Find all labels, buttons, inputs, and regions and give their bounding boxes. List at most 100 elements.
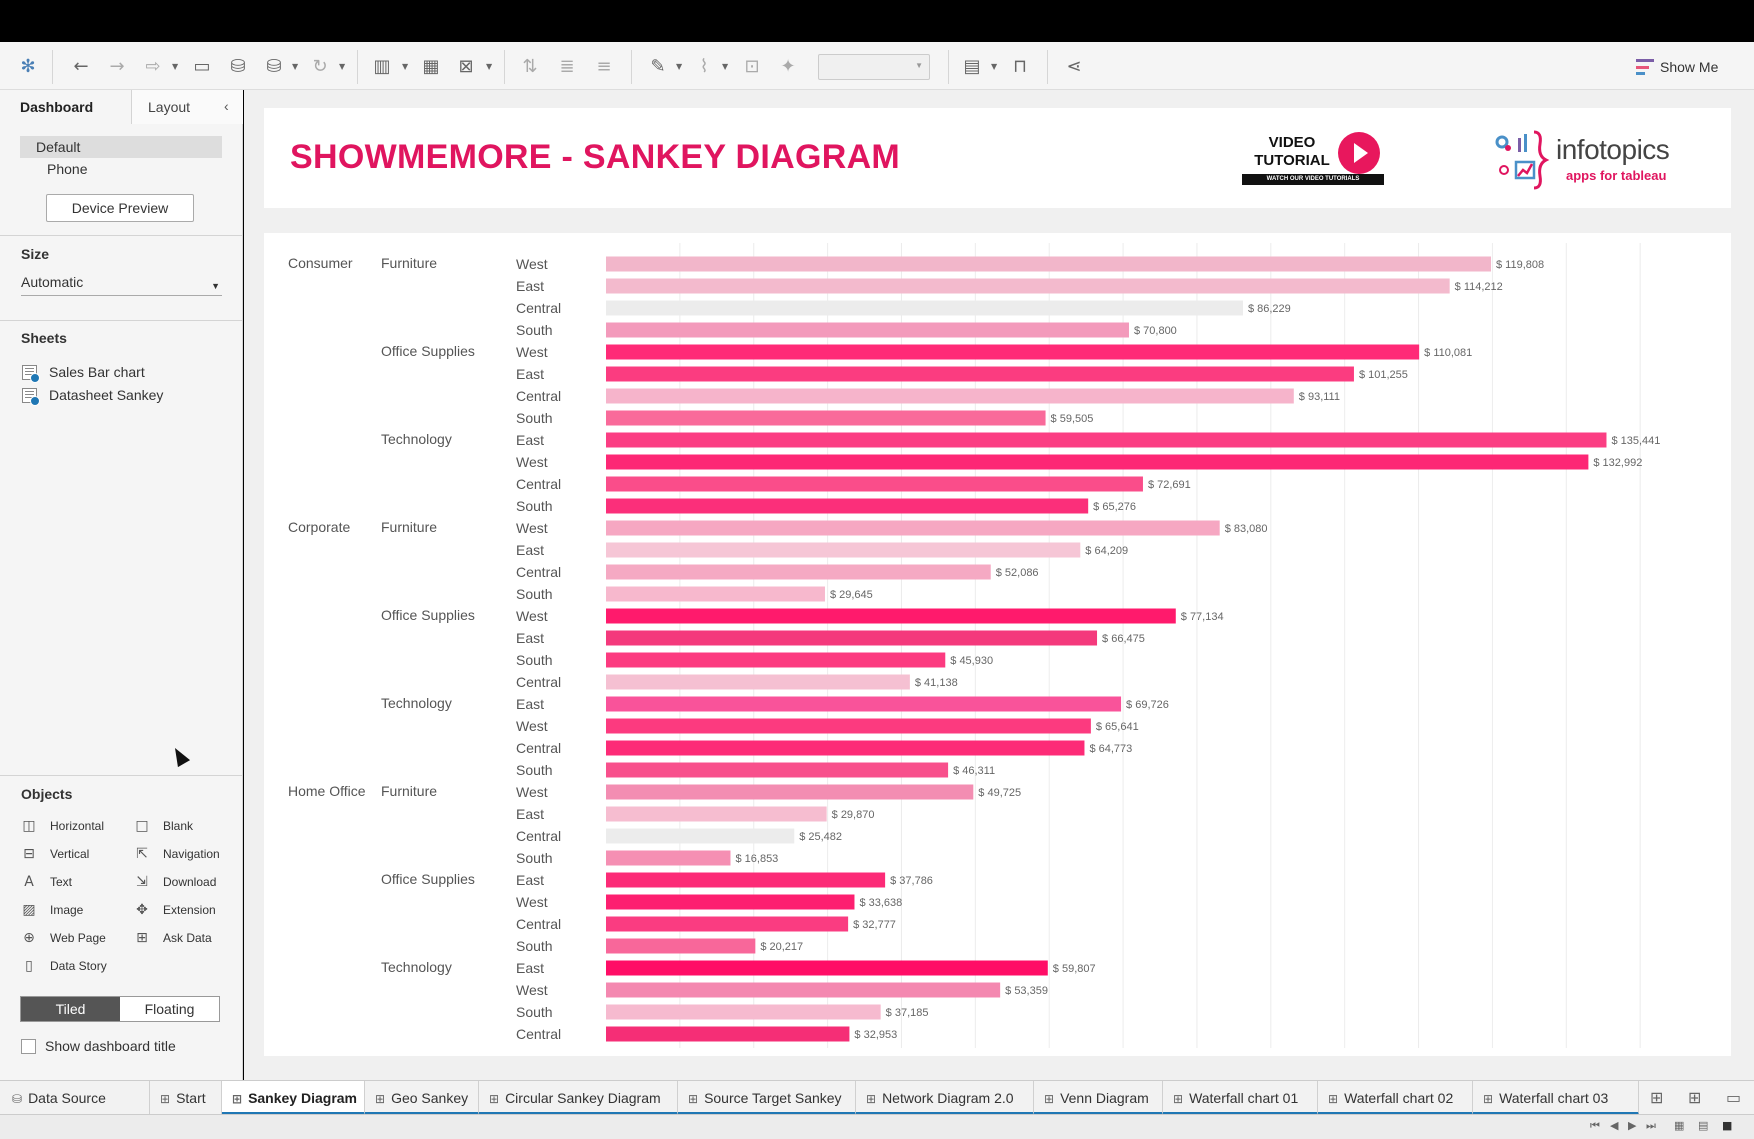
tab-waterfall-chart-01[interactable]: ⊞ Waterfall chart 01: [1163, 1081, 1318, 1115]
tiled-button[interactable]: Tiled: [21, 997, 120, 1021]
bar[interactable]: [606, 740, 1085, 756]
bar[interactable]: [606, 652, 946, 668]
sheet-item-datasheet-sankey[interactable]: Datasheet Sankey: [22, 385, 163, 406]
bar[interactable]: [606, 498, 1089, 514]
new-dashboard-tab-icon[interactable]: ⊞: [1688, 1088, 1702, 1107]
bar[interactable]: [606, 608, 1176, 624]
object-data-story[interactable]: ▯ Data Story: [20, 956, 107, 976]
bar[interactable]: [606, 564, 991, 580]
device-default[interactable]: Default: [20, 136, 222, 158]
bar[interactable]: [606, 322, 1129, 338]
pause-dropdown-icon[interactable]: ▼: [292, 62, 299, 71]
presentation-icon[interactable]: ⊓: [1012, 56, 1028, 77]
tab-geo-sankey[interactable]: ⊞ Geo Sankey: [365, 1081, 479, 1115]
show-dashboard-title-option[interactable]: Show dashboard title: [21, 1038, 176, 1054]
object-ask-data[interactable]: ⊞ Ask Data: [133, 928, 212, 948]
tab-sankey-diagram[interactable]: ⊞ Sankey Diagram: [222, 1081, 365, 1115]
next-sheet-icon[interactable]: ▶: [1628, 1119, 1637, 1132]
object-image[interactable]: ▨ Image: [20, 900, 83, 920]
infotopics-logo[interactable]: infotopics apps for tableau: [1494, 126, 1694, 196]
highlight-dropdown-icon[interactable]: ▼: [676, 62, 683, 71]
bar[interactable]: [606, 454, 1589, 470]
group-icon[interactable]: ⌇: [699, 56, 709, 77]
bar[interactable]: [606, 894, 855, 910]
tab-start[interactable]: ⊞ Start: [150, 1081, 222, 1115]
tab-data-source[interactable]: ⛁ Data Source: [0, 1081, 150, 1115]
fit-select[interactable]: ▼: [818, 54, 930, 80]
bar[interactable]: [606, 300, 1243, 316]
redo-icon[interactable]: →: [109, 56, 125, 77]
group-dropdown-icon[interactable]: ▼: [722, 62, 729, 71]
show-cards-icon[interactable]: ▤: [963, 56, 981, 77]
object-navigation[interactable]: ⇱ Navigation: [133, 844, 220, 864]
share-icon[interactable]: ⋖: [1066, 56, 1082, 77]
size-select[interactable]: Automatic ▼: [21, 272, 222, 296]
device-preview-button[interactable]: Device Preview: [46, 194, 194, 222]
object-download[interactable]: ⇲ Download: [133, 872, 216, 892]
bar[interactable]: [606, 1026, 850, 1042]
bar[interactable]: [606, 586, 825, 602]
bar[interactable]: [606, 718, 1091, 734]
pin-icon[interactable]: ✦: [780, 56, 796, 77]
show-title-checkbox[interactable]: [21, 1038, 36, 1054]
first-sheet-icon[interactable]: ⏮: [1590, 1119, 1600, 1132]
sort-desc-icon[interactable]: ≡: [596, 56, 612, 77]
swap-icon[interactable]: ⇅: [522, 56, 538, 77]
bar[interactable]: [606, 432, 1607, 448]
device-phone[interactable]: Phone: [47, 161, 88, 177]
bar[interactable]: [606, 960, 1048, 976]
bar[interactable]: [606, 1004, 881, 1020]
bar[interactable]: [606, 784, 974, 800]
bar[interactable]: [606, 696, 1122, 712]
bar[interactable]: [606, 256, 1491, 272]
show-me-button[interactable]: Show Me: [1636, 56, 1718, 78]
bar[interactable]: [606, 476, 1143, 492]
bar[interactable]: [606, 542, 1081, 558]
sheet-item-sales-bar-chart[interactable]: Sales Bar chart: [22, 362, 145, 383]
bar[interactable]: [606, 674, 910, 690]
sort-asc-icon[interactable]: ≣: [559, 56, 575, 77]
sorter-view-icon[interactable]: ▦: [1674, 1119, 1685, 1132]
bar[interactable]: [606, 850, 731, 866]
new-worksheet-tab-icon[interactable]: ⊞: [1650, 1088, 1664, 1107]
duplicate-icon[interactable]: ▦: [422, 56, 440, 77]
tab-dashboard[interactable]: Dashboard: [0, 90, 131, 124]
new-worksheet-icon[interactable]: ▥: [373, 56, 391, 77]
refresh-icon[interactable]: ↻: [312, 56, 328, 77]
pause-updates-icon[interactable]: ⛁: [266, 56, 282, 77]
bar[interactable]: [606, 630, 1098, 646]
save-icon[interactable]: ▭: [193, 56, 211, 77]
bar[interactable]: [606, 520, 1220, 536]
bar[interactable]: [606, 388, 1294, 404]
refresh-dropdown-icon[interactable]: ▼: [339, 62, 346, 71]
tab-circular-sankey-diagram[interactable]: ⊞ Circular Sankey Diagram: [479, 1081, 678, 1115]
undo-icon[interactable]: ←: [73, 56, 89, 77]
labels-icon[interactable]: ⊡: [744, 56, 760, 77]
new-datasource-icon[interactable]: ⛁: [230, 56, 246, 77]
tab-source-target-sankey[interactable]: ⊞ Source Target Sankey: [678, 1081, 856, 1115]
tab-layout[interactable]: Layout: [131, 90, 243, 124]
show-cards-dropdown-icon[interactable]: ▼: [991, 62, 998, 71]
prev-sheet-icon[interactable]: ◀: [1610, 1119, 1619, 1132]
clear-icon[interactable]: ⊠: [458, 56, 474, 77]
object-text[interactable]: A Text: [20, 872, 72, 892]
bar[interactable]: [606, 762, 949, 778]
floating-button[interactable]: Floating: [120, 997, 219, 1021]
tableau-logo-icon[interactable]: ✻: [20, 56, 36, 77]
tabs-view-icon[interactable]: ■: [1722, 1119, 1733, 1132]
bar[interactable]: [606, 366, 1354, 382]
tab-venn-diagram[interactable]: ⊞ Venn Diagram: [1034, 1081, 1163, 1115]
tab-waterfall-chart-02[interactable]: ⊞ Waterfall chart 02: [1318, 1081, 1473, 1115]
bar[interactable]: [606, 938, 756, 954]
bar[interactable]: [606, 828, 795, 844]
replay-dropdown-icon[interactable]: ▼: [172, 62, 179, 71]
replay-icon[interactable]: ⇨: [145, 56, 161, 77]
bar[interactable]: [606, 806, 827, 822]
bar[interactable]: [606, 872, 886, 888]
highlight-icon[interactable]: ✎: [650, 56, 666, 77]
last-sheet-icon[interactable]: ⏭: [1646, 1119, 1656, 1132]
object-blank[interactable]: □ Blank: [133, 816, 193, 836]
bar[interactable]: [606, 982, 1001, 998]
clear-dropdown-icon[interactable]: ▼: [486, 62, 493, 71]
new-worksheet-dropdown-icon[interactable]: ▼: [402, 62, 409, 71]
